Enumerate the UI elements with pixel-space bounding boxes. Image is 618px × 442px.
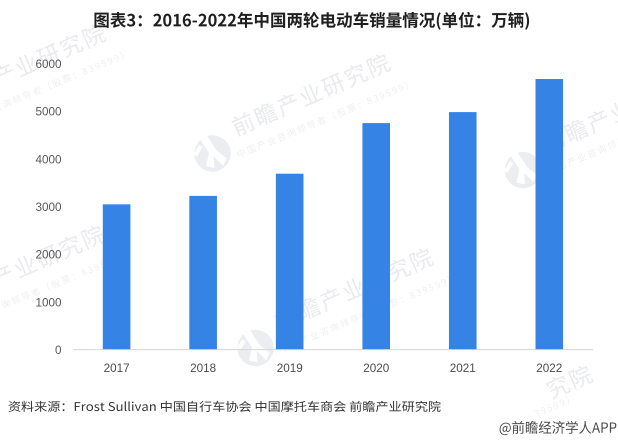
svg-text:3000: 3000 xyxy=(35,201,62,214)
svg-text:2017: 2017 xyxy=(104,362,130,375)
svg-text:2022: 2022 xyxy=(536,362,562,375)
svg-text:2019: 2019 xyxy=(277,362,303,375)
svg-text:2020: 2020 xyxy=(363,362,390,375)
svg-text:1000: 1000 xyxy=(35,296,62,309)
svg-text:2000: 2000 xyxy=(35,249,62,262)
svg-text:4000: 4000 xyxy=(35,153,62,166)
svg-text:6000: 6000 xyxy=(35,58,62,71)
svg-text:2018: 2018 xyxy=(190,362,216,375)
svg-text:0: 0 xyxy=(55,344,62,357)
svg-text:2021: 2021 xyxy=(450,362,476,375)
svg-text:5000: 5000 xyxy=(35,106,62,119)
